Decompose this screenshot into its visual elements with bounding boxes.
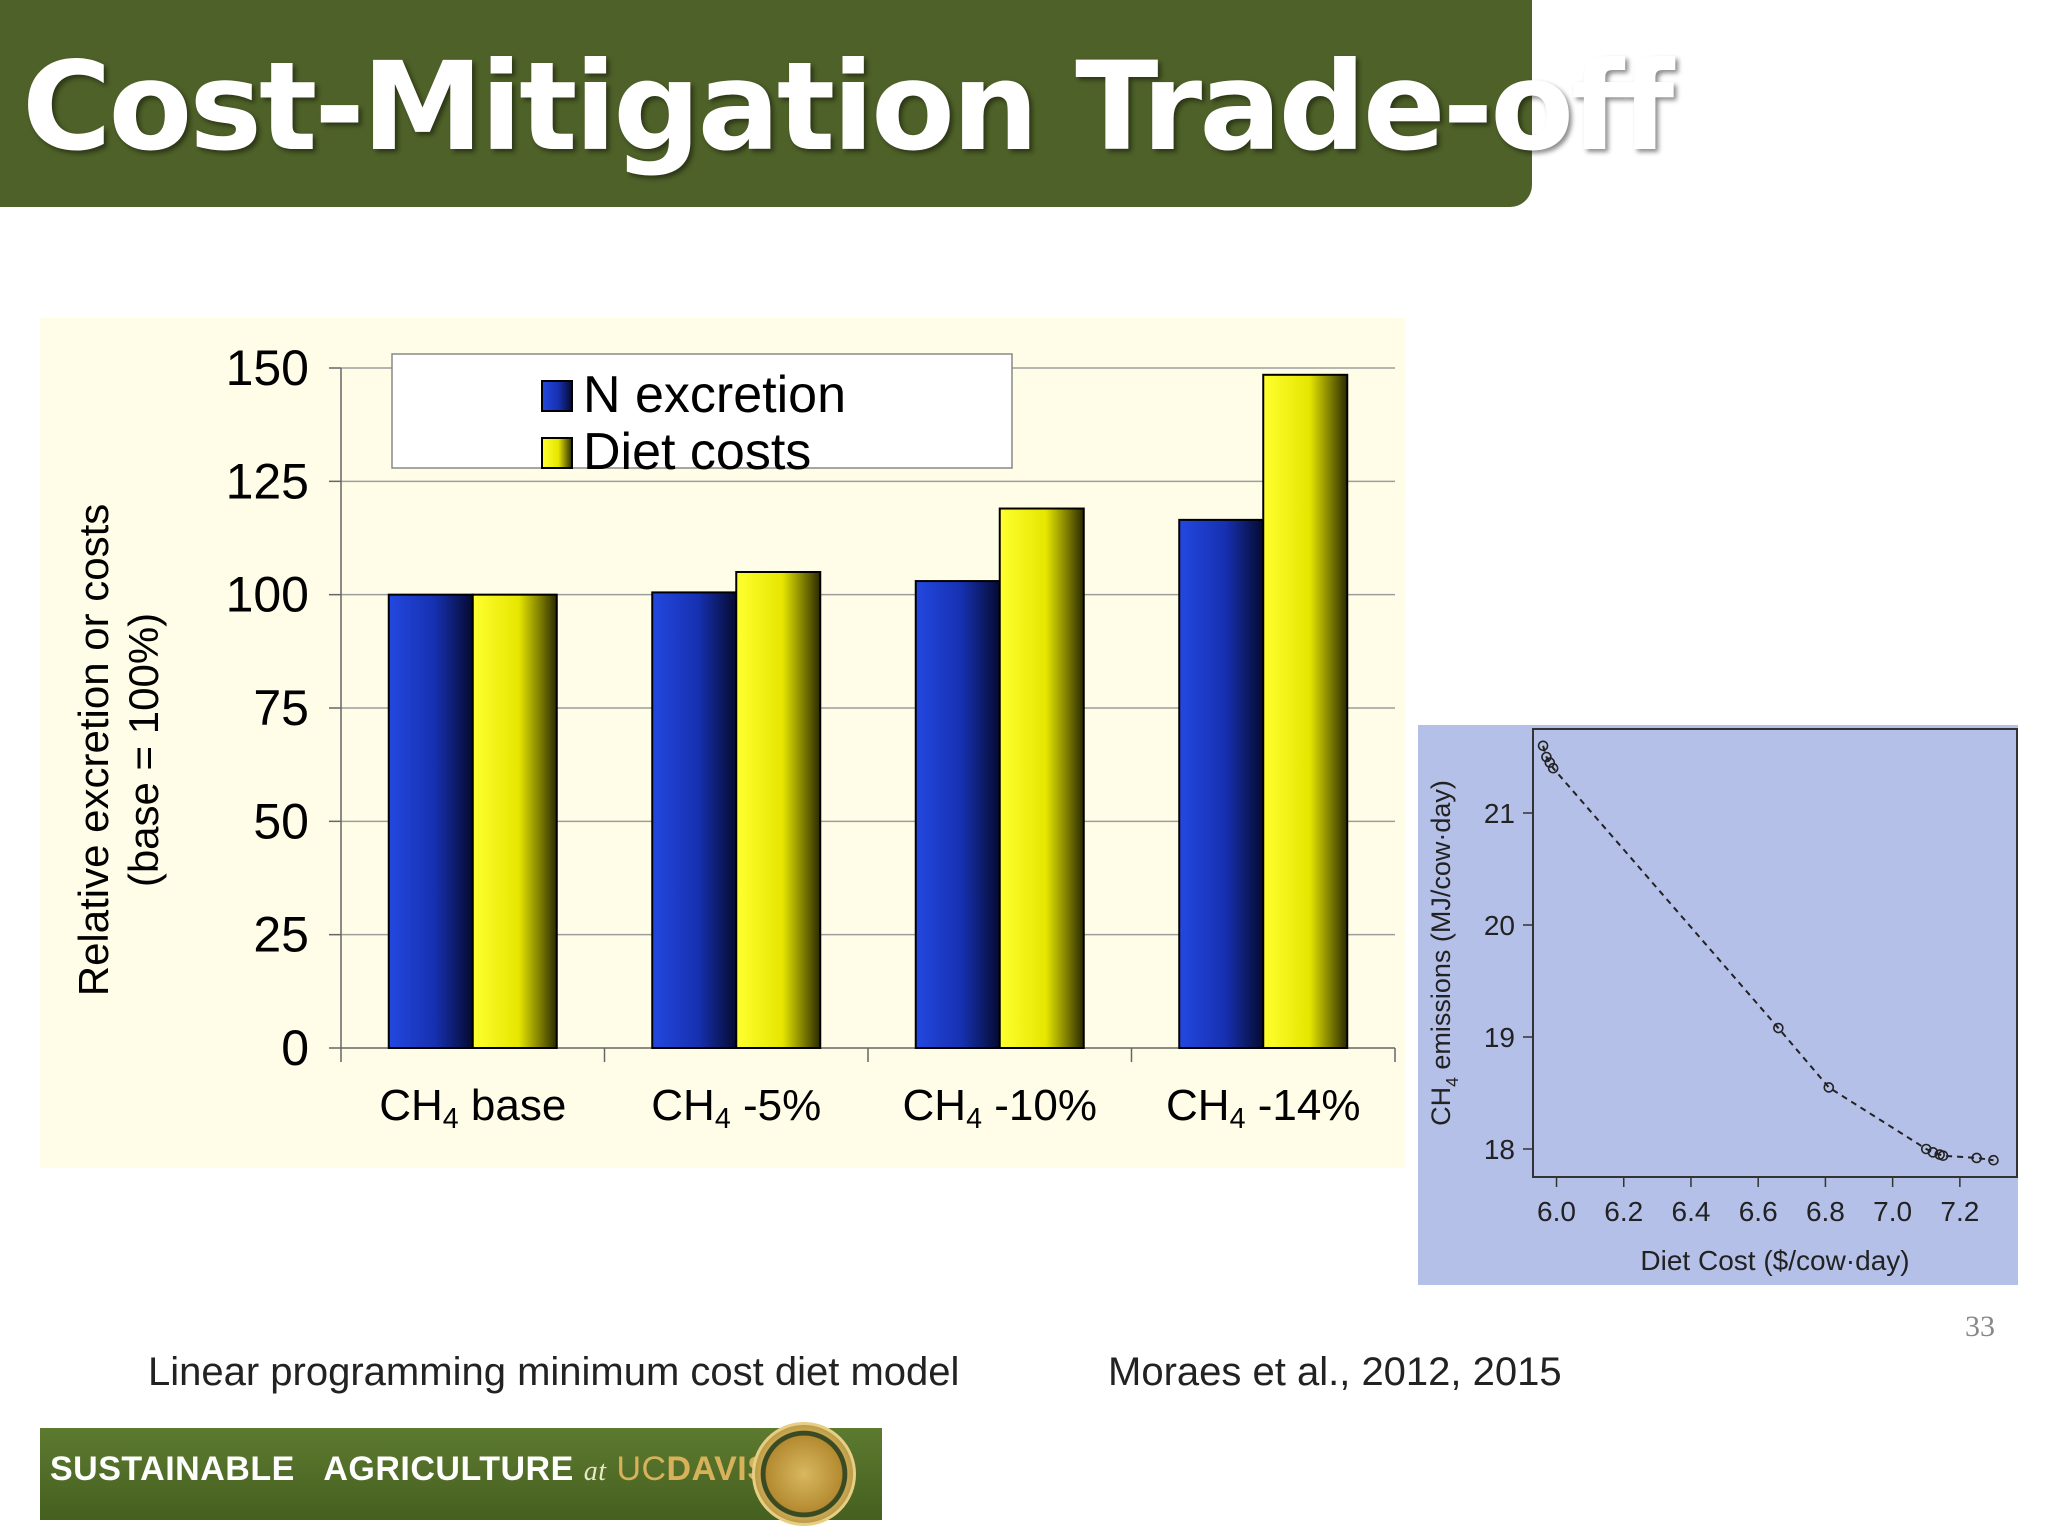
- citation-caption: Moraes et al., 2012, 2015: [1108, 1350, 1562, 1394]
- bar: [471, 593, 558, 1049]
- x-tick-label: 6.6: [1739, 1196, 1778, 1227]
- data-point: [1927, 1147, 1939, 1158]
- plot-frame: [1532, 728, 2018, 1178]
- scatter-background: [1418, 725, 2018, 1285]
- logo-word-agriculture: AGRICULTURE: [323, 1450, 574, 1488]
- x-tick-label: 6.0: [1537, 1196, 1576, 1227]
- x-tick-label: CH4 -14%: [1166, 1081, 1360, 1135]
- model-caption: Linear programming minimum cost diet mod…: [148, 1350, 960, 1394]
- bar: [735, 571, 822, 1049]
- y-axis-label: CH4 emissions (MJ/cow·day): [1426, 780, 1462, 1126]
- data-point: [1537, 740, 1549, 752]
- trend-line: [1542, 745, 1994, 1162]
- x-tick-label: CH4 -5%: [651, 1081, 821, 1135]
- legend-label: Diet costs: [583, 423, 811, 481]
- logo-word-at: at: [583, 1456, 607, 1487]
- x-tick-label: CH4 -10%: [903, 1081, 1097, 1135]
- data-point: [1547, 762, 1559, 774]
- x-tick-label: 6.4: [1672, 1196, 1711, 1227]
- y-tick-label: 21: [1484, 798, 1515, 829]
- x-tick-label: 6.8: [1806, 1196, 1845, 1227]
- bar: [914, 580, 1001, 1049]
- y-tick-label: 20: [1484, 910, 1515, 941]
- x-tick-label: 6.2: [1604, 1196, 1643, 1227]
- y-axis-label: Relative excretion or costs(base = 100%): [70, 504, 167, 997]
- uc-seal-icon: [752, 1422, 856, 1526]
- y-tick-label: 18: [1484, 1134, 1515, 1165]
- data-point: [1971, 1152, 1982, 1164]
- y-tick-label: 0: [281, 1020, 309, 1076]
- bar: [651, 591, 738, 1049]
- legend-label: N excretion: [583, 366, 846, 424]
- data-point: [1937, 1150, 1949, 1162]
- y-tick-label: 75: [253, 680, 309, 736]
- data-point: [1544, 757, 1556, 768]
- slide-title: Cost-Mitigation Trade-off: [22, 36, 1674, 178]
- bar: [1262, 373, 1349, 1050]
- logo-text: SUSTAINABLE AGRICULTURE at UCDAVIS: [50, 1450, 770, 1489]
- bar: [998, 507, 1085, 1050]
- y-tick-label: 19: [1484, 1022, 1515, 1053]
- data-point: [1773, 1022, 1784, 1034]
- y-tick-label: 50: [253, 793, 309, 849]
- x-tick-label: 7.2: [1940, 1196, 1979, 1227]
- bar: [1178, 518, 1265, 1050]
- bar: [387, 593, 474, 1049]
- slide-number: 33: [1965, 1310, 1995, 1343]
- logo-word-uc: UC: [616, 1450, 667, 1488]
- y-tick-label: 125: [226, 453, 309, 509]
- y-tick-label: 25: [253, 907, 309, 963]
- legend-box: [391, 353, 1013, 469]
- legend-swatch: [541, 380, 573, 412]
- data-point: [1823, 1082, 1835, 1093]
- y-tick-label: 150: [226, 340, 309, 396]
- x-tick-label: CH4 base: [379, 1081, 566, 1135]
- title-bar: Cost-Mitigation Trade-off: [0, 0, 1674, 207]
- scatter-chart: 6.0 6.2 6.4 6.6 6.8 7.0 7.2 18 19 20 21 Diet Cost (…: [1418, 725, 2018, 1285]
- x-tick-label: 7.0: [1873, 1196, 1912, 1227]
- x-axis-label: Diet Cost ($/cow·day): [1640, 1245, 1909, 1276]
- logo-word-sustainable: SUSTAINABLE: [50, 1450, 295, 1488]
- legend-swatch: [541, 437, 573, 469]
- y-tick-label: 100: [226, 567, 309, 623]
- bar-chart: 0 25 50 75 100 125 150 CH4 base CH4 -5% CH4 -10% C…: [40, 318, 1405, 1168]
- data-point: [1541, 751, 1552, 763]
- data-point: [1988, 1154, 1999, 1166]
- uc-davis-logo-banner: SUSTAINABLE AGRICULTURE at UCDAVIS: [40, 1422, 882, 1526]
